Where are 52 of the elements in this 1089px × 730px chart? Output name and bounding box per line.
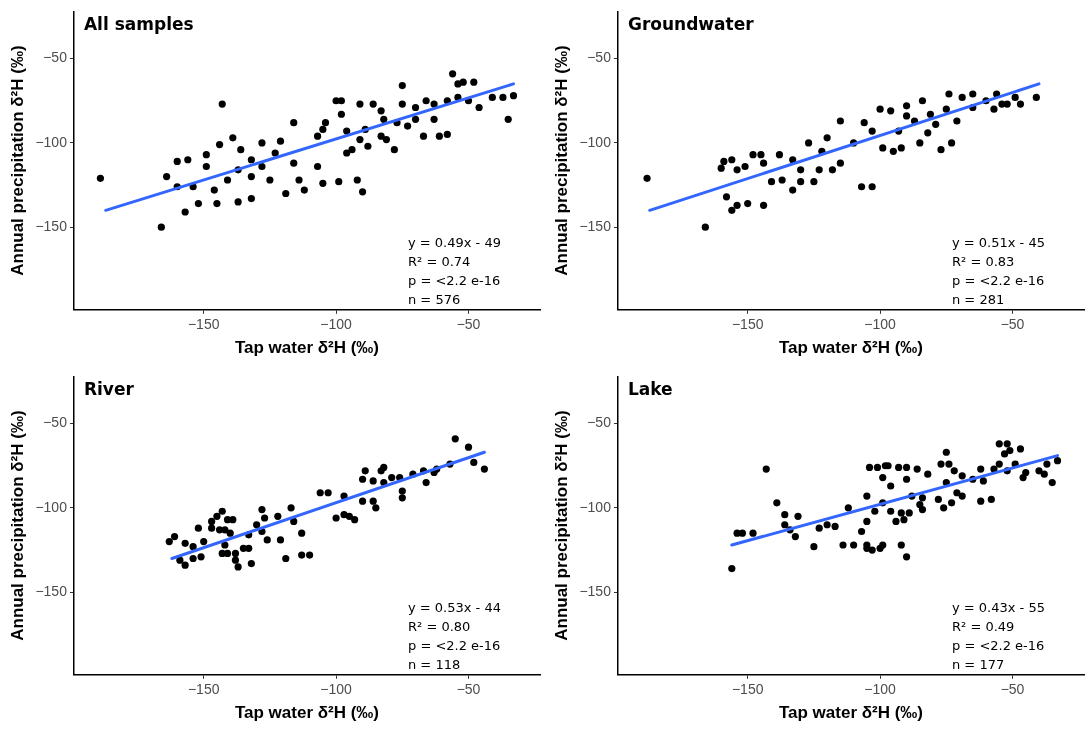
annotation: R² = 0.80 xyxy=(408,618,471,634)
annotation: n = 177 xyxy=(952,656,1005,672)
x-tick-label: −150 xyxy=(187,316,220,333)
x-tick-label: −100 xyxy=(320,681,353,698)
y-tick-label: −150 xyxy=(579,218,612,235)
x-tick-label: −50 xyxy=(456,681,481,698)
chart-title: River xyxy=(83,379,135,400)
x-axis-title: Tap water δ²H (‰) xyxy=(778,703,924,723)
y-axis-title: Annual precipitation δ²H (‰) xyxy=(7,410,27,641)
x-tick-label: −150 xyxy=(731,316,764,333)
y-tick-label: −150 xyxy=(35,583,68,600)
x-axis-title: Tap water δ²H (‰) xyxy=(778,338,924,358)
y-axis-title: Annual precipitation δ²H (‰) xyxy=(551,45,571,276)
annotation: p = <2.2 e-16 xyxy=(408,637,501,653)
y-tick-label: −50 xyxy=(43,414,68,431)
x-tick-label: −50 xyxy=(456,316,481,333)
chart-title: All samples xyxy=(83,14,194,35)
x-tick-label: −100 xyxy=(864,681,897,698)
x-tick-label: −50 xyxy=(1000,681,1025,698)
x-tick-label: −150 xyxy=(731,681,764,698)
annotation: y = 0.53x - 44 xyxy=(408,599,501,615)
y-tick-label: −150 xyxy=(35,218,68,235)
annotation: R² = 0.74 xyxy=(408,253,471,269)
y-tick-label: −100 xyxy=(579,498,612,515)
annotation: p = <2.2 e-16 xyxy=(408,272,501,288)
y-axis-title: Annual precipitation δ²H (‰) xyxy=(7,45,27,276)
annotation: p = <2.2 e-16 xyxy=(952,637,1045,653)
annotation: R² = 0.83 xyxy=(952,253,1015,269)
chart-title: Lake xyxy=(627,379,673,400)
annotation: y = 0.51x - 45 xyxy=(952,234,1045,250)
chart-title: Groundwater xyxy=(627,14,755,35)
y-tick-label: −50 xyxy=(43,49,68,66)
annotation: n = 576 xyxy=(408,291,461,307)
y-tick-label: −50 xyxy=(587,49,612,66)
annotation: y = 0.43x - 55 xyxy=(952,599,1045,615)
y-axis-title: Annual precipitation δ²H (‰) xyxy=(551,410,571,641)
x-axis-title: Tap water δ²H (‰) xyxy=(234,703,380,723)
annotation: n = 281 xyxy=(952,291,1005,307)
y-tick-label: −100 xyxy=(579,133,612,150)
annotation: R² = 0.49 xyxy=(952,618,1015,634)
x-tick-label: −150 xyxy=(187,681,220,698)
annotation: n = 118 xyxy=(408,656,461,672)
annotation: p = <2.2 e-16 xyxy=(952,272,1045,288)
y-tick-label: −150 xyxy=(579,583,612,600)
x-tick-label: −100 xyxy=(864,316,897,333)
annotation: y = 0.49x - 49 xyxy=(408,234,501,250)
y-tick-label: −100 xyxy=(35,133,68,150)
x-tick-label: −100 xyxy=(320,316,353,333)
x-tick-label: −50 xyxy=(1000,316,1025,333)
y-tick-label: −50 xyxy=(587,414,612,431)
x-axis-title: Tap water δ²H (‰) xyxy=(234,338,380,358)
y-tick-label: −100 xyxy=(35,498,68,515)
